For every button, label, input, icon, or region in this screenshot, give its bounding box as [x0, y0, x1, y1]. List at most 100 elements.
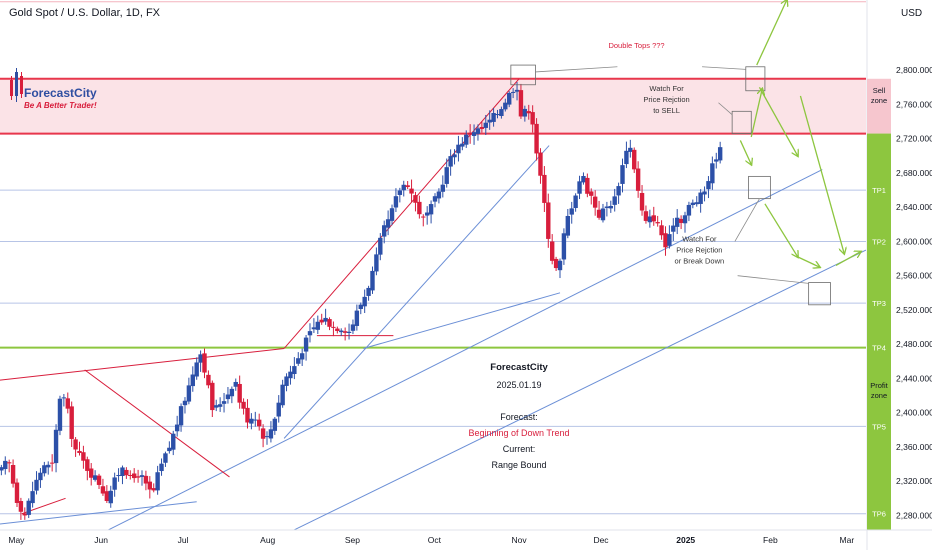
- candle[interactable]: [358, 302, 363, 315]
- candle[interactable]: [190, 366, 195, 392]
- candle[interactable]: [151, 483, 156, 493]
- candle[interactable]: [432, 193, 438, 208]
- candle[interactable]: [85, 456, 90, 481]
- candle[interactable]: [241, 398, 246, 415]
- candle[interactable]: [319, 313, 324, 325]
- candle[interactable]: [307, 323, 313, 343]
- candle[interactable]: [397, 187, 403, 203]
- candle[interactable]: [100, 478, 106, 496]
- candle[interactable]: [456, 135, 461, 162]
- candle[interactable]: [479, 121, 485, 133]
- candle[interactable]: [561, 228, 567, 265]
- candle[interactable]: [549, 234, 555, 265]
- candle[interactable]: [57, 395, 63, 436]
- candle[interactable]: [163, 451, 168, 467]
- candle[interactable]: [405, 181, 410, 190]
- candle[interactable]: [128, 470, 133, 480]
- candle[interactable]: [596, 200, 602, 220]
- candle[interactable]: [81, 445, 86, 469]
- currency-label[interactable]: USD: [901, 8, 923, 19]
- candle[interactable]: [647, 209, 653, 228]
- candle[interactable]: [436, 188, 442, 204]
- candles[interactable]: [0, 82, 723, 520]
- candle[interactable]: [421, 214, 426, 227]
- candle[interactable]: [214, 399, 219, 412]
- candle[interactable]: [260, 424, 266, 448]
- candle[interactable]: [65, 392, 70, 414]
- candle[interactable]: [256, 413, 262, 431]
- candle[interactable]: [401, 180, 406, 197]
- candle[interactable]: [3, 456, 8, 475]
- candle[interactable]: [38, 468, 43, 488]
- candle[interactable]: [49, 454, 55, 472]
- candle[interactable]: [499, 106, 504, 119]
- candle[interactable]: [299, 348, 305, 366]
- candle[interactable]: [296, 352, 301, 366]
- candle[interactable]: [6, 459, 12, 473]
- symbol-title[interactable]: Gold Spot / U.S. Dollar, 1D, FX: [6, 6, 164, 20]
- candle[interactable]: [249, 413, 254, 430]
- candle[interactable]: [46, 461, 51, 475]
- candle[interactable]: [475, 124, 481, 141]
- candle[interactable]: [616, 182, 621, 204]
- candle[interactable]: [491, 108, 496, 127]
- candle[interactable]: [374, 247, 379, 276]
- candle[interactable]: [210, 380, 215, 418]
- candle[interactable]: [518, 83, 524, 119]
- candle[interactable]: [624, 141, 629, 169]
- candle[interactable]: [323, 308, 328, 325]
- candle[interactable]: [569, 201, 574, 224]
- candle[interactable]: [659, 220, 664, 240]
- candle[interactable]: [186, 377, 192, 405]
- candle[interactable]: [464, 130, 469, 148]
- candle[interactable]: [600, 203, 606, 223]
- candle[interactable]: [542, 166, 547, 212]
- candle[interactable]: [467, 124, 473, 144]
- candle[interactable]: [698, 189, 703, 213]
- candle[interactable]: [585, 173, 590, 198]
- candle[interactable]: [639, 185, 645, 216]
- candle[interactable]: [34, 471, 39, 495]
- candle[interactable]: [22, 507, 28, 520]
- candle[interactable]: [61, 393, 67, 407]
- candle[interactable]: [706, 176, 711, 199]
- candle[interactable]: [272, 416, 278, 435]
- candle[interactable]: [487, 110, 492, 130]
- candle[interactable]: [198, 350, 203, 372]
- candle[interactable]: [655, 215, 660, 227]
- candle[interactable]: [635, 161, 641, 198]
- candle[interactable]: [284, 373, 289, 392]
- candle[interactable]: [452, 149, 457, 165]
- candle[interactable]: [671, 218, 676, 241]
- candle[interactable]: [139, 470, 145, 486]
- candle[interactable]: [30, 481, 35, 508]
- candle[interactable]: [507, 91, 512, 108]
- candle[interactable]: [471, 124, 477, 145]
- candle[interactable]: [92, 470, 98, 482]
- candle[interactable]: [444, 158, 449, 188]
- candle[interactable]: [710, 156, 715, 190]
- candle[interactable]: [253, 411, 258, 427]
- candle[interactable]: [245, 399, 250, 429]
- time-axis[interactable]: May Jun Jul Aug Sep Oct Nov Dec 2025 Feb Mar: [0, 529, 932, 550]
- candle[interactable]: [667, 225, 672, 249]
- candle[interactable]: [448, 149, 453, 176]
- candle[interactable]: [589, 188, 594, 205]
- candle[interactable]: [663, 226, 668, 256]
- candle[interactable]: [315, 315, 320, 335]
- candle[interactable]: [651, 206, 656, 226]
- candle[interactable]: [112, 472, 117, 497]
- candle[interactable]: [717, 141, 723, 164]
- candle[interactable]: [178, 403, 184, 432]
- candle[interactable]: [495, 109, 500, 119]
- candle[interactable]: [503, 98, 508, 112]
- candle[interactable]: [702, 186, 707, 202]
- candle[interactable]: [632, 147, 637, 173]
- candle[interactable]: [14, 478, 20, 507]
- candle[interactable]: [202, 348, 207, 379]
- candle[interactable]: [225, 386, 231, 404]
- candle[interactable]: [276, 395, 281, 423]
- candle[interactable]: [311, 318, 317, 333]
- candle[interactable]: [643, 205, 649, 224]
